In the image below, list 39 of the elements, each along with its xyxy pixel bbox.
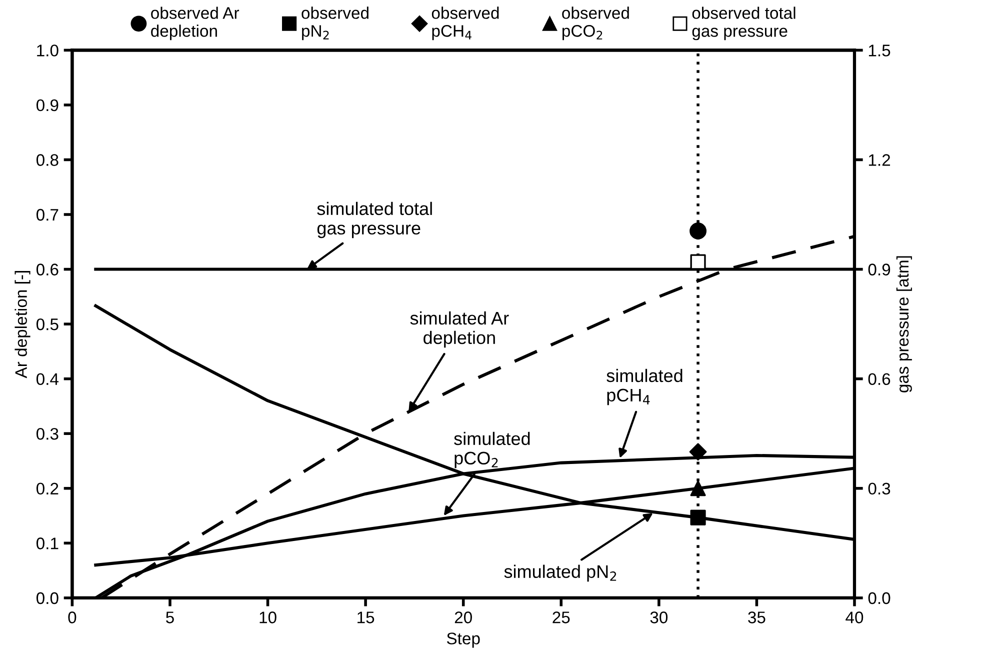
y2-tick-label: 0.3 xyxy=(868,482,890,495)
x-tick-label: 20 xyxy=(454,612,472,624)
y2-tick-label: 1.2 xyxy=(868,154,890,166)
annotation: simulated pN$_{2}$ xyxy=(504,564,616,582)
y2-tick-label: 0.6 xyxy=(868,373,890,386)
x-tick-label: 25 xyxy=(552,612,570,624)
y2-tick-label: 1.5 xyxy=(868,44,890,56)
y2-axis-title: gas pressure [atm] xyxy=(896,256,912,392)
x-tick-label: 10 xyxy=(260,612,276,624)
y-tick-label: 0.9 xyxy=(36,99,58,112)
x-tick-label: 40 xyxy=(846,612,864,624)
y-tick-label: 0.8 xyxy=(36,154,58,166)
x-tick-label: 15 xyxy=(358,612,374,624)
y2-tick-label: 0.9 xyxy=(868,264,890,276)
y2-tick-label: 0.0 xyxy=(868,592,890,604)
x-tick-label: 35 xyxy=(748,612,766,624)
x-tick-label: 0 xyxy=(68,612,76,624)
legend-label: observed pCO$_{2}$ xyxy=(562,6,629,40)
legend-label: observed total gas pressure xyxy=(692,6,796,40)
y-tick-label: 0.4 xyxy=(36,373,59,386)
annotation: simulated total gas pressure xyxy=(317,202,432,238)
y-tick-label: 1.0 xyxy=(37,44,58,56)
y-tick-label: 0.6 xyxy=(36,264,58,276)
y-axis-title: Ar depletion [-] xyxy=(14,271,30,378)
legend-label: observed pCH$_{4}$ xyxy=(432,6,499,40)
y-tick-label: 0.3 xyxy=(36,428,58,440)
annotation: simulated Ar depletion xyxy=(410,311,509,348)
annotation: simulated pCO$_{2}$ xyxy=(454,432,530,468)
y-tick-label: 0.7 xyxy=(36,208,58,221)
x-tick-label: 5 xyxy=(166,612,174,624)
y-tick-label: 0.5 xyxy=(36,318,58,330)
x-tick-label: 30 xyxy=(650,612,668,624)
y-tick-label: 0.2 xyxy=(36,482,58,495)
y-tick-label: 0.0 xyxy=(36,592,58,604)
annotation: simulated pCH$_{4}$ xyxy=(606,368,682,406)
legend-label: observed Ar depletion xyxy=(151,6,240,40)
x-axis-title: Step xyxy=(446,632,480,648)
y-tick-label: 0.1 xyxy=(36,538,58,550)
legend-label: observed pN$_{2}$ xyxy=(302,6,368,40)
